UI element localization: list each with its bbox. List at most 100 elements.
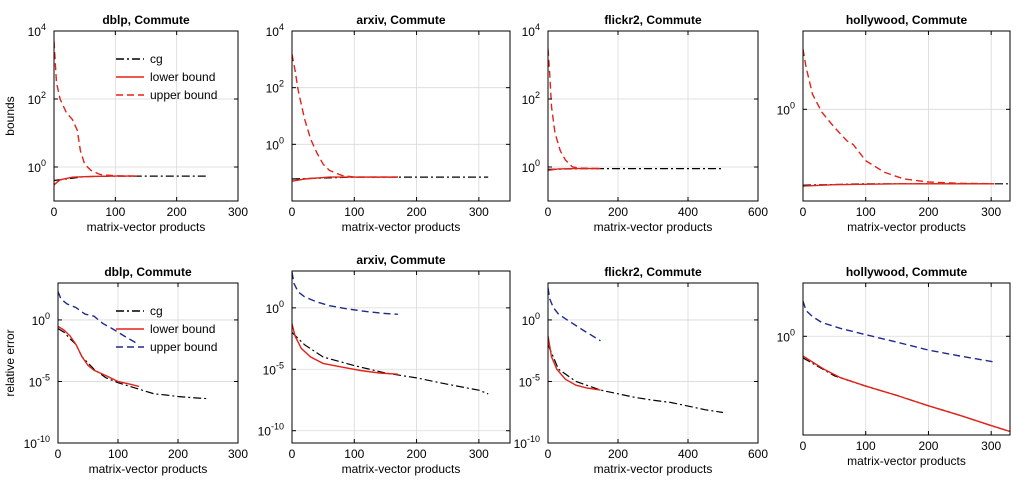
y-tick-label: 10-5 xyxy=(519,372,540,389)
series-line xyxy=(548,48,601,170)
x-tick-label: 0 xyxy=(289,447,296,461)
x-tick-label: 400 xyxy=(678,205,698,219)
chart-title: arxiv, Commute xyxy=(356,253,445,267)
y-tick-label: 104 xyxy=(522,22,540,39)
x-tick-label: 0 xyxy=(289,205,296,219)
series-line xyxy=(803,300,995,363)
legend: cg lower bound upper bound xyxy=(116,304,217,354)
chart-title: flickr2, Commute xyxy=(604,13,702,27)
x-tick-label: 200 xyxy=(407,447,427,461)
axes-box xyxy=(57,282,239,444)
legend-label: upper bound xyxy=(150,340,217,354)
series-group xyxy=(58,291,209,400)
series-group xyxy=(292,54,489,182)
y-tick-label: 102 xyxy=(266,79,284,96)
x-tick-label: 400 xyxy=(678,447,698,461)
axes-box xyxy=(291,270,511,444)
chart-panel: 0 200 400 600 10-10 10-5 100 flickr2, Commute ma… xyxy=(514,265,769,476)
x-tick-label: 200 xyxy=(918,439,938,453)
axes-box xyxy=(291,30,511,202)
y-tick-label: 100 xyxy=(777,100,795,117)
series-line xyxy=(292,272,398,315)
x-tick-label: 200 xyxy=(407,205,427,219)
series-line xyxy=(548,167,601,171)
y-tick-label: 102 xyxy=(522,90,540,107)
chart-panel: 0 100 200 300 100 hollywood, Commute matrix-ve… xyxy=(777,265,1011,468)
x-tick-label: 0 xyxy=(545,205,552,219)
x-tick-label: 300 xyxy=(469,205,489,219)
x-tick-label: 100 xyxy=(108,447,128,461)
chart-panel: 0 100 200 300 100 hollywood, Commute matrix-ve… xyxy=(777,13,1011,234)
y-axis-label: relative error xyxy=(3,329,17,396)
series-line xyxy=(58,291,140,346)
chart-panel: 0 100 200 300 100 102 104 arxiv, Commute matrix-… xyxy=(266,13,511,234)
legend-label: upper bound xyxy=(150,88,217,102)
x-axis-label: matrix-vector products xyxy=(594,220,713,234)
chart-panel: 0 100 200 300 10-10 10-5 100 arxiv, Commute matr… xyxy=(258,253,511,476)
series-group xyxy=(548,48,723,171)
series-line xyxy=(292,176,489,180)
y-tick-label: 100 xyxy=(266,135,284,152)
series-line xyxy=(548,344,724,414)
x-tick-label: 0 xyxy=(55,447,62,461)
y-tick-label: 10-5 xyxy=(29,372,50,389)
axes-box xyxy=(802,282,1011,436)
x-tick-label: 300 xyxy=(469,447,489,461)
series-line xyxy=(292,323,398,375)
y-tick-label: 102 xyxy=(28,90,46,107)
x-tick-label: 300 xyxy=(981,439,1001,453)
y-tick-label: 100 xyxy=(522,311,540,328)
legend-label: lower bound xyxy=(150,322,215,336)
legend: cg lower bound upper bound xyxy=(116,52,217,102)
axes-box xyxy=(802,30,1011,202)
series-group xyxy=(548,287,724,414)
series-line xyxy=(292,54,398,178)
series-line xyxy=(803,357,1010,433)
y-tick-label: 10-10 xyxy=(24,434,50,451)
x-tick-label: 0 xyxy=(800,439,807,453)
y-axis-label: bounds xyxy=(3,96,17,135)
x-tick-label: 0 xyxy=(51,205,58,219)
x-tick-label: 100 xyxy=(344,205,364,219)
x-tick-label: 100 xyxy=(856,439,876,453)
x-tick-label: 300 xyxy=(981,205,1001,219)
x-tick-label: 100 xyxy=(344,447,364,461)
x-tick-label: 100 xyxy=(856,205,876,219)
chart-title: dblp, Commute xyxy=(104,265,192,279)
y-tick-label: 100 xyxy=(28,158,46,175)
series-line xyxy=(58,327,209,400)
y-tick-label: 100 xyxy=(522,158,540,175)
chart-title: hollywood, Commute xyxy=(846,265,968,279)
x-tick-label: 100 xyxy=(105,205,125,219)
y-tick-label: 10-10 xyxy=(514,434,540,451)
series-line xyxy=(54,41,137,177)
series-group xyxy=(54,41,208,186)
x-tick-label: 200 xyxy=(918,205,938,219)
y-tick-label: 100 xyxy=(266,299,284,316)
chart-panel: 0 100 200 300 100 102 104 dblp, Commute matrix-v… xyxy=(3,13,248,234)
legend-label: cg xyxy=(150,304,163,318)
x-tick-label: 600 xyxy=(748,205,768,219)
series-line xyxy=(548,335,601,391)
series-group xyxy=(803,300,1010,433)
series-group xyxy=(292,272,489,395)
legend-label: lower bound xyxy=(150,70,215,84)
x-axis-label: matrix-vector products xyxy=(847,454,966,468)
axes-box xyxy=(547,30,759,202)
series-line xyxy=(803,48,995,185)
x-tick-label: 200 xyxy=(167,205,187,219)
series-line xyxy=(292,176,398,182)
y-tick-label: 100 xyxy=(777,327,795,344)
x-axis-label: matrix-vector products xyxy=(847,220,966,234)
x-tick-label: 300 xyxy=(228,205,248,219)
x-axis-label: matrix-vector products xyxy=(594,462,713,476)
chart-panel: 0 100 200 300 10-10 10-5 100 dblp, Commute matri… xyxy=(3,265,248,476)
series-line xyxy=(292,331,489,395)
axes-box xyxy=(547,282,759,444)
x-tick-label: 0 xyxy=(800,205,807,219)
y-tick-label: 100 xyxy=(32,311,50,328)
chart-panel: 0 200 400 600 100 102 104 flickr2, Commute matri… xyxy=(522,13,769,234)
x-axis-label: matrix-vector products xyxy=(89,462,208,476)
x-axis-label: matrix-vector products xyxy=(342,462,461,476)
